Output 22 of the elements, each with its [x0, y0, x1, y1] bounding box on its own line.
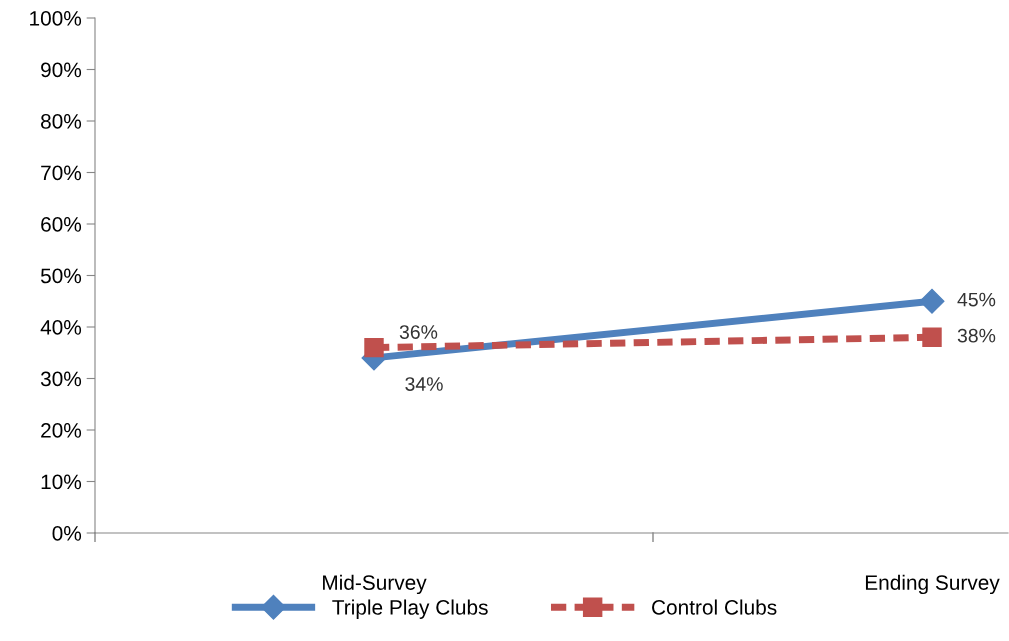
y-tick-label: 10% — [41, 474, 82, 490]
data-label: 45% — [957, 292, 996, 307]
point — [919, 288, 945, 314]
data-label: 36% — [399, 325, 438, 339]
y-tick-label: 30% — [40, 371, 82, 387]
y-tick-label: 70% — [41, 165, 82, 181]
data-label: 34% — [405, 377, 443, 391]
y-tick-label: 90% — [41, 62, 82, 78]
y-tick-label: 0% — [52, 526, 82, 541]
y-tick-label: 100% — [30, 11, 82, 26]
y-tick-label: 40% — [40, 320, 82, 335]
point — [922, 327, 942, 348]
x-tick-label: Mid-Survey — [323, 574, 427, 595]
y-tick-label: 80% — [41, 114, 82, 129]
legend-label: Control Clubs — [652, 599, 777, 615]
y-tick-label: 20% — [41, 423, 82, 438]
data-label: 38% — [957, 328, 996, 343]
legend-label: Triple Play Clubs — [332, 599, 488, 619]
y-tick-label: 50% — [40, 268, 82, 284]
point — [364, 337, 384, 358]
y-tick-label: 60% — [41, 217, 82, 232]
x-tick-label: Ending Survey — [865, 574, 1000, 595]
